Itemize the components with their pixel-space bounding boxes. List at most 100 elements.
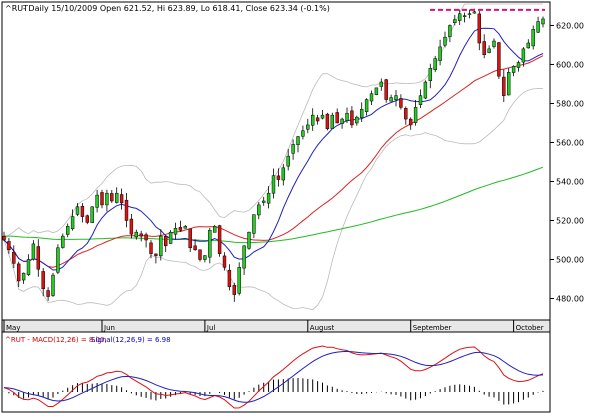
candlestick <box>36 239 41 277</box>
date-label: August <box>310 324 335 332</box>
candlestick <box>320 110 325 120</box>
chart-header-symbol: ^RUT <box>5 4 28 13</box>
candlestick <box>418 89 423 108</box>
price-tick-label: 480.00 <box>556 294 584 303</box>
candlestick <box>21 272 26 284</box>
candlestick <box>531 25 535 50</box>
candlestick <box>139 230 143 242</box>
candlestick <box>359 102 364 123</box>
candlestick <box>65 223 70 238</box>
candlestick <box>212 225 217 233</box>
candlestick <box>462 12 467 23</box>
candlestick <box>90 206 94 224</box>
candlestick <box>134 229 139 240</box>
candlestick <box>119 188 124 210</box>
short-ma-line <box>3 27 544 271</box>
candlestick <box>521 47 526 67</box>
price-tick-label: 540.00 <box>556 177 584 186</box>
candlestick <box>389 94 393 102</box>
candlestick <box>281 163 286 186</box>
chart-header-ohlc: - Daily 15/10/2009 Open 621.52, Hi 623.8… <box>23 4 330 13</box>
candlestick <box>502 69 506 103</box>
candlestick <box>168 230 173 244</box>
candlestick <box>492 38 496 49</box>
candlestick <box>198 249 202 262</box>
candlestick <box>325 112 330 131</box>
candlestick <box>7 238 11 254</box>
price-panel <box>1 1 551 321</box>
candlestick <box>114 187 119 204</box>
candlestick <box>364 98 369 116</box>
price-axis-ticks: 480.00 500.00 520.00 540.00 560.00 580.00 600.… <box>550 21 584 303</box>
candlestick <box>208 227 212 264</box>
candlestick <box>345 107 349 124</box>
candlestick <box>306 118 310 134</box>
price-tick-label: 520.00 <box>556 216 584 225</box>
candlestick <box>428 63 433 89</box>
candlestick <box>457 9 462 25</box>
candlestick <box>183 225 188 229</box>
candlestick <box>497 42 501 79</box>
moving-averages <box>3 27 544 271</box>
candlestick <box>374 87 379 96</box>
candlestick <box>467 9 472 19</box>
candlestick <box>75 203 80 217</box>
candlestick <box>159 229 163 261</box>
candlestick <box>85 214 90 225</box>
date-label: May <box>6 324 20 332</box>
candlestick <box>105 189 109 212</box>
candlestick <box>242 245 246 275</box>
candlestick <box>178 220 183 233</box>
candlestick <box>16 261 21 288</box>
candlestick <box>261 196 266 206</box>
candlestick <box>124 192 129 228</box>
candlestick <box>252 214 256 239</box>
candlestick <box>330 112 335 129</box>
candlestick <box>110 190 114 204</box>
candlestick <box>41 267 45 297</box>
candlestick <box>379 78 384 91</box>
candlestick <box>51 272 55 297</box>
candlestick <box>453 14 457 26</box>
candlestick <box>149 240 153 259</box>
candlestick <box>477 10 482 51</box>
macd-label: ^RUT - MACD(12,26) = 8.00, <box>5 336 107 344</box>
candlestick <box>291 139 295 160</box>
candlestick <box>80 203 85 223</box>
candlestick <box>438 39 442 66</box>
candlestick <box>355 115 359 126</box>
candlestick <box>257 201 261 220</box>
candlestick <box>541 16 545 28</box>
candlestick <box>536 16 540 34</box>
candlestick <box>61 233 65 249</box>
candlestick <box>247 231 251 250</box>
candlestick <box>335 108 339 124</box>
candlestick <box>31 240 36 261</box>
price-tick-label: 600.00 <box>556 60 584 69</box>
candlestick <box>310 108 315 131</box>
candlestick <box>384 78 388 103</box>
candlestick <box>276 168 281 187</box>
candlestick <box>237 262 241 296</box>
candlestick <box>286 148 290 171</box>
candlesticks <box>2 8 545 302</box>
price-tick-label: 580.00 <box>556 99 584 108</box>
macd-signal-line <box>3 350 544 403</box>
candlestick <box>95 189 99 213</box>
candlestick <box>433 55 437 73</box>
candlestick <box>266 186 271 209</box>
candlestick <box>129 214 134 239</box>
candlestick <box>408 117 413 130</box>
candlestick <box>217 224 222 257</box>
candlestick <box>443 31 447 48</box>
candlestick <box>154 253 158 264</box>
candlestick <box>193 239 197 251</box>
candlestick <box>394 89 398 107</box>
macd-indicator <box>3 345 544 409</box>
candlestick <box>413 99 418 126</box>
date-label: September <box>413 324 452 332</box>
candlestick <box>163 235 168 253</box>
candlestick <box>100 189 104 209</box>
candlestick <box>2 231 6 241</box>
